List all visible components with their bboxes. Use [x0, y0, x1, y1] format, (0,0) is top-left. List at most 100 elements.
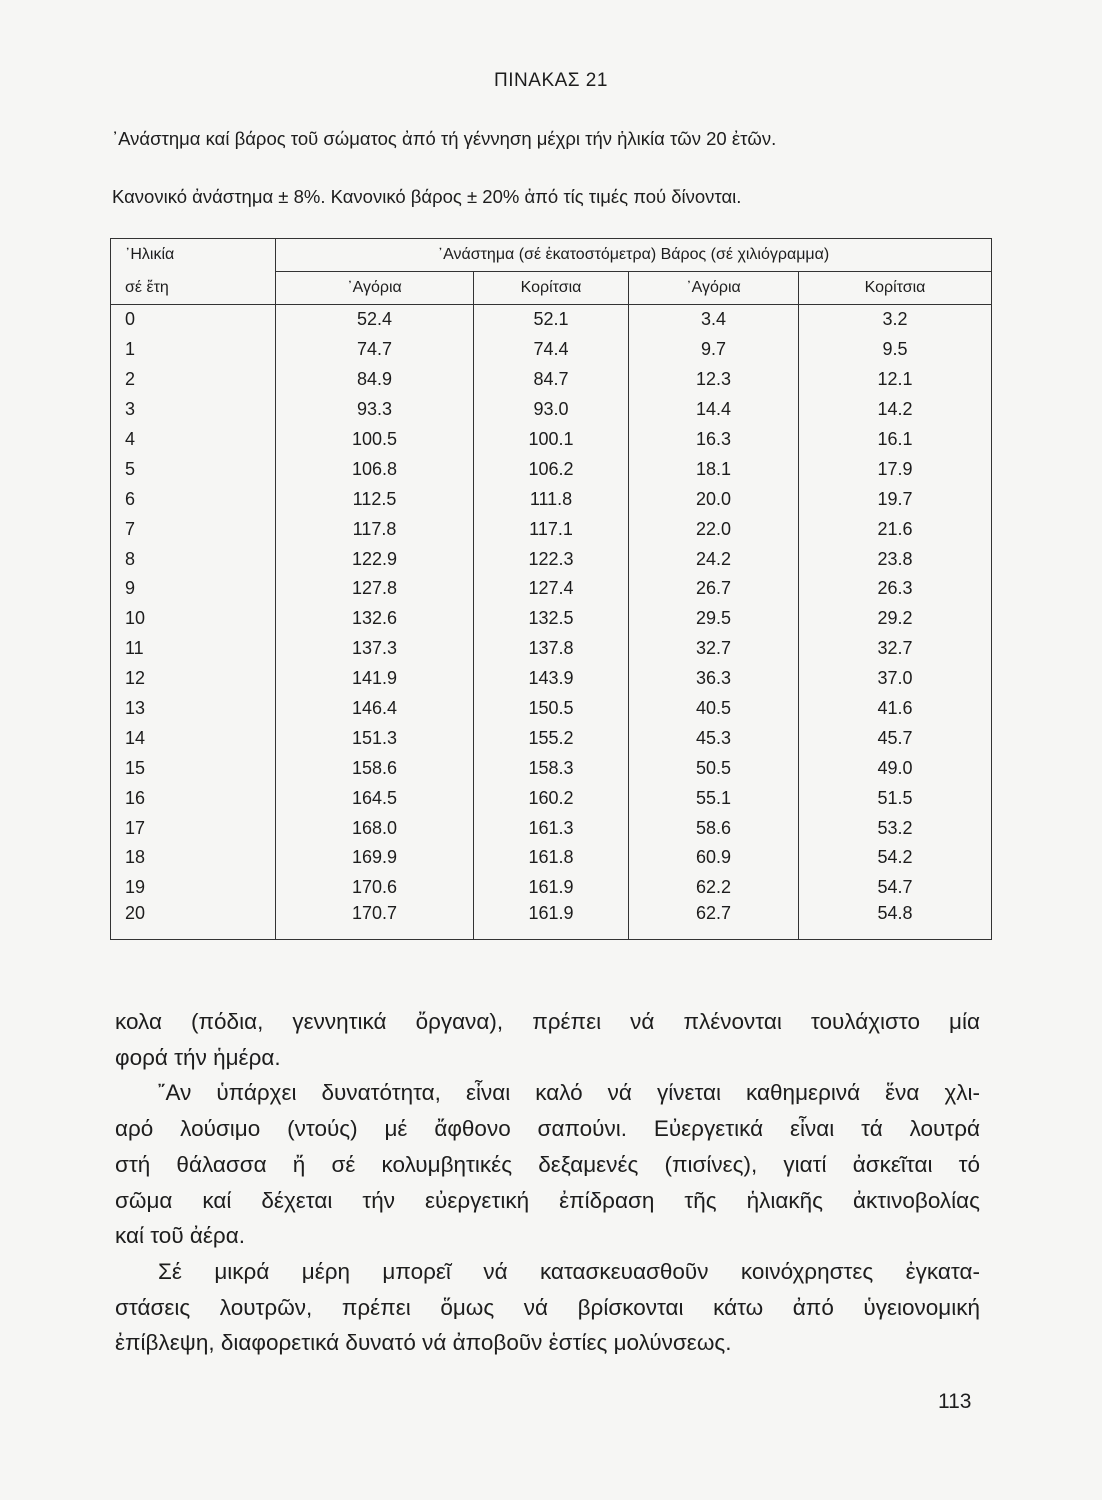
- value-cell: 122.9: [275, 544, 474, 575]
- text-line: ῎Αν ὑπάρχει δυνατότητα, εἶναι καλό νά γί…: [158, 1080, 980, 1106]
- value-cell: 32.7: [798, 633, 992, 664]
- table-row: 8 122.9 122.3 24.2 23.8: [110, 544, 992, 575]
- table-row: 13 146.4 150.5 40.5 41.6: [110, 693, 992, 724]
- column-header: ᾽Αγόρια: [628, 271, 799, 305]
- value-cell: 3.4: [628, 304, 799, 335]
- table-row: 14 151.3 155.2 45.3 45.7: [110, 723, 992, 754]
- value-cell: 21.6: [798, 514, 992, 545]
- value-cell: 93.0: [473, 394, 629, 425]
- text-line: αρό λούσιμο (ντούς) μέ ἄφθονο σαπούνι. Ε…: [115, 1116, 980, 1142]
- table-caption: ᾽Ανάστημα καί βάρος τοῦ σώματος ἀπό τή γ…: [112, 128, 777, 149]
- age-header: ᾽Ηλικία: [110, 238, 276, 272]
- value-cell: 50.5: [628, 753, 799, 784]
- text-line: κολα (πόδια, γεννητικά ὄργανα), πρέπει ν…: [115, 1009, 980, 1034]
- table-row: 6 112.5 111.8 20.0 19.7: [110, 484, 992, 515]
- group-header: ᾽Ανάστημα (σέ ἑκατοστόμετρα) Βάρος (σέ χ…: [275, 238, 992, 272]
- age-cell: 17: [110, 813, 276, 844]
- value-cell: 53.2: [798, 813, 992, 844]
- text-line: στή θάλασσα ἤ σέ κολυμβητικές δεξαμενές …: [115, 1151, 980, 1177]
- value-cell: 84.7: [473, 364, 629, 395]
- text-line: στάσεις λουτρῶν, πρέπει ὅμως νά βρίσκοντ…: [115, 1294, 980, 1320]
- value-cell: 150.5: [473, 693, 629, 724]
- table-row: 20 170.7 161.9 62.7 54.8: [110, 902, 992, 940]
- table-row: 16 164.5 160.2 55.1 51.5: [110, 783, 992, 814]
- value-cell: 51.5: [798, 783, 992, 814]
- value-cell: 24.2: [628, 544, 799, 575]
- value-cell: 161.9: [473, 902, 629, 940]
- age-cell: 11: [110, 633, 276, 664]
- value-cell: 23.8: [798, 544, 992, 575]
- age-cell: 10: [110, 603, 276, 634]
- value-cell: 55.1: [628, 783, 799, 814]
- value-cell: 32.7: [628, 633, 799, 664]
- table-row: 18 169.9 161.8 60.9 54.2: [110, 843, 992, 873]
- age-cell: 0: [110, 304, 276, 335]
- value-cell: 161.3: [473, 813, 629, 844]
- value-cell: 29.2: [798, 603, 992, 634]
- value-cell: 26.7: [628, 574, 799, 604]
- value-cell: 12.3: [628, 364, 799, 395]
- table-row: 5 106.8 106.2 18.1 17.9: [110, 454, 992, 485]
- text-line: καί τοῦ ἀέρα.: [115, 1223, 245, 1249]
- value-cell: 19.7: [798, 484, 992, 515]
- column-header: ᾽Αγόρια: [275, 271, 474, 305]
- age-cell: 18: [110, 843, 276, 873]
- value-cell: 52.1: [473, 304, 629, 335]
- value-cell: 16.3: [628, 424, 799, 455]
- table-row: 10 132.6 132.5 29.5 29.2: [110, 603, 992, 634]
- table-row: 4 100.5 100.1 16.3 16.1: [110, 424, 992, 455]
- value-cell: 14.4: [628, 394, 799, 425]
- value-cell: 141.9: [275, 663, 474, 694]
- text-line: ἐπίβλεψη, διαφορετικά δυνατό νά ἀποβοῦν …: [115, 1330, 732, 1356]
- age-header-unit: σέ ἔτη: [110, 271, 276, 305]
- age-cell: 9: [110, 574, 276, 604]
- table-row: 11 137.3 137.8 32.7 32.7: [110, 633, 992, 664]
- value-cell: 45.7: [798, 723, 992, 754]
- value-cell: 106.2: [473, 454, 629, 485]
- age-cell: 3: [110, 394, 276, 425]
- table-row: 7 117.8 117.1 22.0 21.6: [110, 514, 992, 545]
- column-header: Κορίτσια: [798, 271, 992, 305]
- value-cell: 137.8: [473, 633, 629, 664]
- value-cell: 161.9: [473, 872, 629, 903]
- age-cell: 7: [110, 514, 276, 545]
- table-row: 15 158.6 158.3 50.5 49.0: [110, 753, 992, 784]
- value-cell: 151.3: [275, 723, 474, 754]
- table-row: 3 93.3 93.0 14.4 14.2: [110, 394, 992, 425]
- age-cell: 14: [110, 723, 276, 754]
- value-cell: 37.0: [798, 663, 992, 694]
- value-cell: 106.8: [275, 454, 474, 485]
- value-cell: 132.6: [275, 603, 474, 634]
- value-cell: 132.5: [473, 603, 629, 634]
- value-cell: 155.2: [473, 723, 629, 754]
- value-cell: 54.8: [798, 902, 992, 940]
- page-number: 113: [938, 1390, 972, 1413]
- value-cell: 36.3: [628, 663, 799, 694]
- value-cell: 20.0: [628, 484, 799, 515]
- age-cell: 8: [110, 544, 276, 575]
- age-cell: 19: [110, 872, 276, 903]
- value-cell: 117.1: [473, 514, 629, 545]
- column-header: Κορίτσια: [473, 271, 629, 305]
- age-cell: 2: [110, 364, 276, 395]
- value-cell: 74.7: [275, 334, 474, 365]
- value-cell: 164.5: [275, 783, 474, 814]
- value-cell: 12.1: [798, 364, 992, 395]
- value-cell: 170.6: [275, 872, 474, 903]
- table-row: 1 74.7 74.4 9.7 9.5: [110, 334, 992, 365]
- value-cell: 93.3: [275, 394, 474, 425]
- value-cell: 74.4: [473, 334, 629, 365]
- value-cell: 112.5: [275, 484, 474, 515]
- table-row: 9 127.8 127.4 26.7 26.3: [110, 574, 992, 604]
- value-cell: 100.5: [275, 424, 474, 455]
- value-cell: 158.3: [473, 753, 629, 784]
- value-cell: 54.7: [798, 872, 992, 903]
- value-cell: 160.2: [473, 783, 629, 814]
- value-cell: 170.7: [275, 902, 474, 940]
- value-cell: 41.6: [798, 693, 992, 724]
- value-cell: 3.2: [798, 304, 992, 335]
- table-title: ΠΙΝΑΚΑΣ 21: [494, 70, 608, 91]
- value-cell: 168.0: [275, 813, 474, 844]
- table-row: 0 52.4 52.1 3.4 3.2: [110, 304, 992, 335]
- value-cell: 26.3: [798, 574, 992, 604]
